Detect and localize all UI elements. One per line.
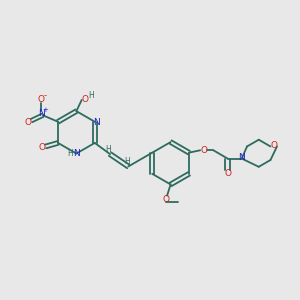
Text: H: H [105, 145, 111, 154]
Text: O: O [271, 141, 278, 150]
Text: +: + [42, 107, 48, 113]
Text: N: N [38, 109, 45, 118]
Text: O: O [38, 143, 45, 152]
Text: N: N [238, 153, 245, 162]
Text: O: O [24, 118, 31, 127]
Text: O: O [38, 94, 45, 103]
Text: N: N [93, 118, 100, 127]
Text: N: N [73, 149, 80, 158]
Text: -: - [44, 91, 47, 100]
Text: H: H [124, 157, 130, 166]
Text: O: O [225, 169, 232, 178]
Text: O: O [163, 195, 170, 204]
Text: H: H [88, 91, 94, 100]
Text: H: H [67, 149, 73, 158]
Text: O: O [200, 146, 207, 155]
Text: O: O [82, 95, 89, 104]
